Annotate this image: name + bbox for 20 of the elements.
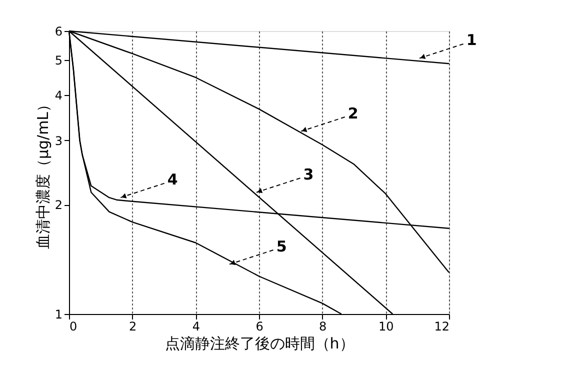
y-tick-label: 6 [54,24,62,38]
x-tick-label: 2 [129,320,137,334]
annotation: 2 [348,104,358,122]
x-tick-label: 8 [319,320,327,334]
annotation: 3 [303,165,314,184]
x-tick-label: 6 [256,320,264,334]
y-axis-title: 血清中濃度（μg/mL） [34,96,52,250]
y-tick-label: 4 [54,88,62,103]
y-tick-label: 2 [54,198,62,212]
annotation: 5 [276,237,287,256]
y-tick-label: 1 [54,308,62,322]
x-tick-label: 10 [378,320,394,334]
x-tick-label: 4 [192,320,200,334]
y-tick-label: 3 [54,134,62,148]
annotation: 4 [167,170,178,189]
x-axis-title: 点滴静注終了後の時間（h） [164,334,354,352]
y-tick-label: 5 [54,53,62,68]
x-tick-label: 12 [434,320,450,334]
annotation: 1 [466,31,477,50]
x-tick-label: 0 [70,320,78,334]
